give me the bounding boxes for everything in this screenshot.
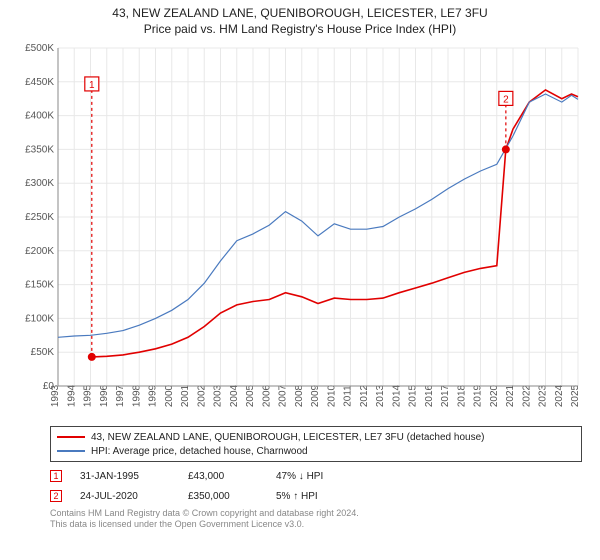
sale-row: 1 31-JAN-1995 £43,000 47% ↓ HPI — [50, 466, 582, 486]
svg-text:2014: 2014 — [391, 384, 402, 407]
legend-label: HPI: Average price, detached house, Char… — [91, 446, 308, 457]
svg-text:£150K: £150K — [25, 280, 54, 291]
svg-text:2: 2 — [503, 94, 509, 105]
svg-text:1994: 1994 — [66, 384, 77, 407]
svg-text:2024: 2024 — [554, 384, 565, 407]
legend-item: HPI: Average price, detached house, Char… — [57, 444, 575, 458]
svg-text:£300K: £300K — [25, 178, 54, 189]
svg-text:2008: 2008 — [294, 384, 305, 407]
sale-price: £43,000 — [188, 471, 258, 482]
svg-text:2009: 2009 — [310, 384, 321, 407]
svg-text:1996: 1996 — [99, 384, 110, 407]
svg-text:2010: 2010 — [326, 384, 337, 407]
svg-text:2018: 2018 — [456, 384, 467, 407]
svg-text:2023: 2023 — [538, 384, 549, 407]
svg-text:£400K: £400K — [25, 111, 54, 122]
sale-hpi-diff: 47% ↓ HPI — [276, 471, 356, 482]
chart-container: 43, NEW ZEALAND LANE, QUENIBOROUGH, LEIC… — [0, 0, 600, 560]
sale-marker-icon: 2 — [50, 490, 62, 502]
legend-swatch — [57, 450, 85, 452]
sale-price: £350,000 — [188, 491, 258, 502]
chart-area: £0£50K£100K£150K£200K£250K£300K£350K£400… — [10, 42, 590, 422]
legend: 43, NEW ZEALAND LANE, QUENIBOROUGH, LEIC… — [50, 426, 582, 462]
svg-text:2022: 2022 — [521, 384, 532, 407]
svg-text:2004: 2004 — [229, 384, 240, 407]
sale-row: 2 24-JUL-2020 £350,000 5% ↑ HPI — [50, 486, 582, 506]
sale-marker-icon: 1 — [50, 470, 62, 482]
footer-line2: This data is licensed under the Open Gov… — [50, 519, 582, 530]
svg-text:2001: 2001 — [180, 384, 191, 407]
svg-text:2020: 2020 — [489, 384, 500, 407]
svg-text:£350K: £350K — [25, 144, 54, 155]
svg-text:2019: 2019 — [473, 384, 484, 407]
svg-text:£500K: £500K — [25, 43, 54, 54]
svg-text:2015: 2015 — [408, 384, 419, 407]
svg-text:1993: 1993 — [50, 384, 61, 407]
svg-text:2012: 2012 — [359, 384, 370, 407]
svg-text:1999: 1999 — [148, 384, 159, 407]
chart-title-address: 43, NEW ZEALAND LANE, QUENIBOROUGH, LEIC… — [10, 6, 590, 20]
svg-text:2025: 2025 — [570, 384, 581, 407]
chart-subtitle: Price paid vs. HM Land Registry's House … — [10, 22, 590, 36]
legend-swatch — [57, 436, 85, 438]
svg-text:1998: 1998 — [131, 384, 142, 407]
svg-text:2013: 2013 — [375, 384, 386, 407]
svg-text:2021: 2021 — [505, 384, 516, 407]
sale-hpi-diff: 5% ↑ HPI — [276, 491, 356, 502]
svg-text:1: 1 — [89, 80, 95, 91]
sale-date: 24-JUL-2020 — [80, 491, 170, 502]
title-block: 43, NEW ZEALAND LANE, QUENIBOROUGH, LEIC… — [10, 6, 590, 42]
svg-text:1995: 1995 — [83, 384, 94, 407]
footer-attribution: Contains HM Land Registry data © Crown c… — [50, 508, 582, 530]
svg-text:2011: 2011 — [343, 385, 354, 407]
svg-text:2003: 2003 — [213, 384, 224, 407]
sale-date: 31-JAN-1995 — [80, 471, 170, 482]
svg-text:2000: 2000 — [164, 384, 175, 407]
svg-text:£250K: £250K — [25, 212, 54, 223]
line-chart-svg: £0£50K£100K£150K£200K£250K£300K£350K£400… — [10, 42, 590, 422]
svg-text:£50K: £50K — [31, 347, 55, 358]
svg-text:2005: 2005 — [245, 384, 256, 407]
legend-item: 43, NEW ZEALAND LANE, QUENIBOROUGH, LEIC… — [57, 430, 575, 444]
svg-text:£200K: £200K — [25, 246, 54, 257]
svg-text:1997: 1997 — [115, 384, 126, 407]
footer-line1: Contains HM Land Registry data © Crown c… — [50, 508, 582, 519]
sale-data-rows: 1 31-JAN-1995 £43,000 47% ↓ HPI 2 24-JUL-2020… — [50, 466, 582, 506]
svg-text:2017: 2017 — [440, 384, 451, 407]
svg-text:£100K: £100K — [25, 313, 54, 324]
svg-text:2007: 2007 — [278, 384, 289, 407]
svg-text:2006: 2006 — [261, 384, 272, 407]
svg-text:2016: 2016 — [424, 384, 435, 407]
legend-label: 43, NEW ZEALAND LANE, QUENIBOROUGH, LEIC… — [91, 432, 484, 443]
svg-text:£450K: £450K — [25, 77, 54, 88]
svg-text:2002: 2002 — [196, 384, 207, 407]
